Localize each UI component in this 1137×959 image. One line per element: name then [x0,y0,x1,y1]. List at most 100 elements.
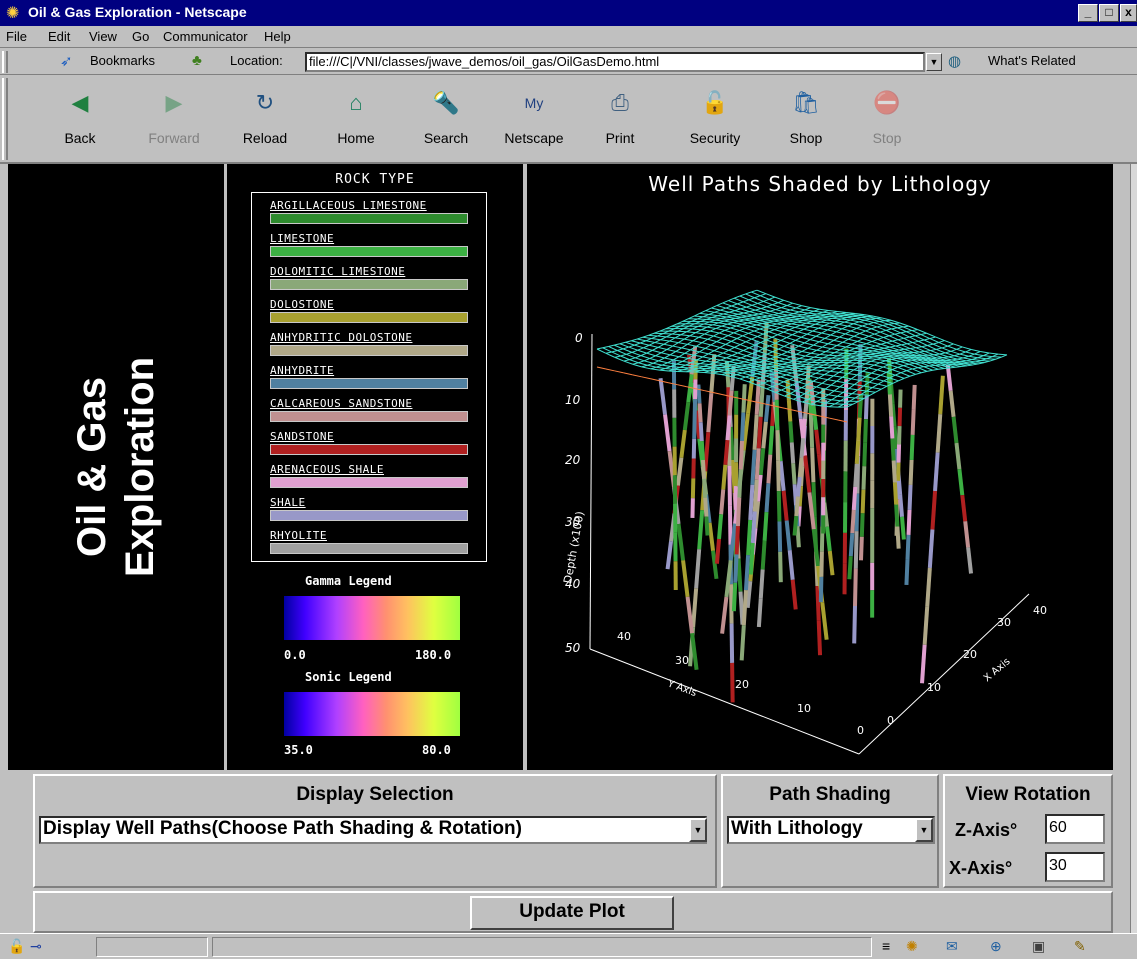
well-path-segment [820,602,829,640]
whats-related-button[interactable]: What's Related [988,53,1076,68]
well-path-segment [758,385,765,418]
print-button[interactable]: ⎙ Print [582,80,658,158]
mesh-line [832,362,839,366]
display-selection-select[interactable]: Display Well Paths(Choose Path Shading &… [39,816,707,844]
stop-button[interactable]: ⛔ Stop [849,80,925,158]
well-path-segment [811,405,819,431]
x-axis-input[interactable]: 30 [1045,852,1105,882]
maximize-button[interactable]: □ [1099,4,1119,22]
mesh-line [771,334,778,338]
path-shading-select[interactable]: With Lithology [727,816,935,844]
mesh-line [684,338,694,342]
bookmarks-button[interactable]: Bookmarks [90,53,156,68]
mesh-line [782,369,789,372]
back-button[interactable]: ◀ Back [42,80,118,158]
mesh-line [811,403,821,407]
shop-button[interactable]: 🛍 Shop [768,80,844,158]
mesh-line [705,358,712,362]
well-path-segment [724,560,733,598]
mesh-line [691,359,698,364]
mesh-line [872,315,883,319]
security-button[interactable]: 🔓 Security [677,80,753,158]
mesh-line [740,357,750,361]
close-button[interactable]: x [1120,4,1137,22]
mesh-line [774,296,784,301]
netscape-button[interactable]: My Netscape [496,80,572,158]
mesh-line [717,363,724,366]
mesh-line [879,362,889,366]
mesh-line [666,336,676,339]
well-path-segment [854,493,860,532]
composer-icon[interactable]: ✎ [1074,938,1086,954]
mesh-line [873,354,880,358]
navigator-icon[interactable]: ✺ [906,938,918,954]
mesh-line [652,349,662,354]
mesh-line [905,359,912,362]
url-input[interactable]: file:///C|/VNI/classes/jwave_demos/oil_g… [305,52,925,72]
mesh-line [757,348,764,352]
menu-communicator[interactable]: Communicator [163,29,248,44]
toolbar-grip[interactable] [2,78,8,160]
minimize-button[interactable]: _ [1078,4,1098,22]
well-path-segment [811,529,821,567]
mesh-line [806,322,816,325]
update-plot-button[interactable]: Update Plot [470,896,674,930]
mesh-line [776,323,787,327]
mesh-line [945,352,955,357]
z-axis-input[interactable]: 60 [1045,814,1105,844]
search-button[interactable]: 🔦 Search [408,80,484,158]
mesh-line [784,358,794,362]
home-button[interactable]: ⌂ Home [318,80,394,158]
mail-icon[interactable]: ✉ [946,938,958,954]
menu-edit[interactable]: Edit [48,29,71,44]
component-bar-icon[interactable]: ≡ [882,938,891,954]
mesh-line [795,390,806,395]
security-lock-icon[interactable]: 🔓 [8,938,26,954]
mesh-line [853,369,863,372]
mesh-line [712,371,719,374]
menu-view[interactable]: View [89,29,117,44]
path-shading-dropdown-icon[interactable]: ▼ [915,818,933,842]
mesh-line [854,383,864,387]
bookmarks-icon[interactable]: ➶ [60,53,73,70]
mesh-line [825,388,835,392]
mesh-line [757,350,768,355]
newsgroups-icon[interactable]: ⊕ [990,938,1002,954]
display-selection-dropdown-icon[interactable]: ▼ [689,818,707,842]
netscape-label: Netscape [504,130,564,146]
page-proxy-icon[interactable]: ♣ [192,52,202,69]
toolbar-grip[interactable] [2,51,8,73]
address-book-icon[interactable]: ▣ [1032,938,1046,954]
menu-help[interactable]: Help [264,29,291,44]
well-path-segment [792,515,799,536]
well-path-segment [814,429,821,455]
mesh-line [641,364,648,368]
mesh-line [670,365,680,368]
menu-go[interactable]: Go [132,29,150,44]
mesh-line [865,363,875,366]
mesh-line [903,365,913,370]
reload-button[interactable]: ↻ Reload [227,80,303,158]
mesh-line [891,369,902,374]
well-path-segment [679,429,687,459]
mesh-line [777,299,784,304]
mesh-line [912,340,919,344]
well-path-segment [717,514,724,540]
mesh-line [876,357,883,360]
mesh-line [811,401,818,405]
mesh-line [693,354,703,358]
well-path-segment [945,364,953,392]
depth-tick-label: 20 [565,453,581,467]
whats-related-icon[interactable]: ◍ [948,53,962,70]
mesh-line [760,342,770,347]
mesh-line [869,347,879,351]
mesh-line [751,336,758,340]
mesh-line [748,344,756,349]
vertical-scrollbar[interactable] [1130,164,1137,933]
menu-file[interactable]: File [6,29,27,44]
mesh-line [763,382,773,388]
mesh-line [622,348,633,353]
forward-button[interactable]: ▶ Forward [136,80,212,158]
mesh-line [972,363,979,366]
url-dropdown-button[interactable]: ▼ [926,53,942,71]
